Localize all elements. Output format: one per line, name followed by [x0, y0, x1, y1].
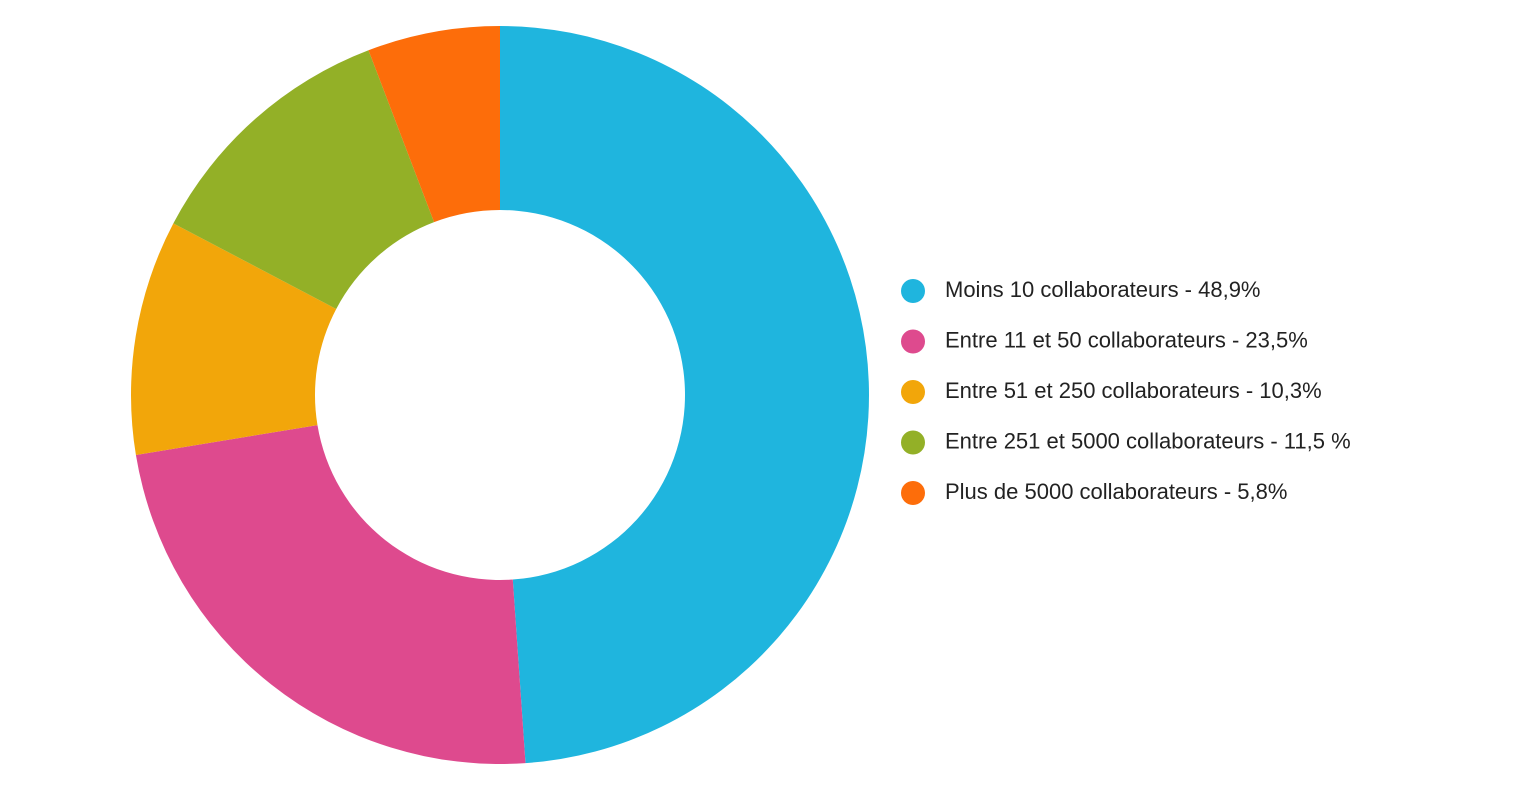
legend-label: Plus de 5000 collaborateurs - 5,8%: [945, 479, 1287, 504]
legend-label: Entre 251 et 5000 collaborateurs - 11,5 …: [945, 428, 1351, 453]
legend-marker: [901, 279, 925, 303]
donut-slice: [368, 26, 500, 223]
legend-label: Moins 10 collaborateurs - 48,9%: [945, 277, 1261, 302]
legend-marker: [901, 380, 925, 404]
legend-marker: [901, 430, 925, 455]
legend-label: Entre 11 et 50 collaborateurs - 23,5%: [945, 327, 1308, 352]
donut-slice: [173, 50, 435, 309]
donut-slice: [131, 223, 337, 456]
legend-label: Entre 51 et 250 collaborateurs - 10,3%: [945, 378, 1322, 403]
legend-marker: [901, 481, 925, 505]
donut-slice: [500, 25, 870, 764]
legend-marker: [901, 329, 925, 354]
donut-slice: [135, 425, 526, 764]
